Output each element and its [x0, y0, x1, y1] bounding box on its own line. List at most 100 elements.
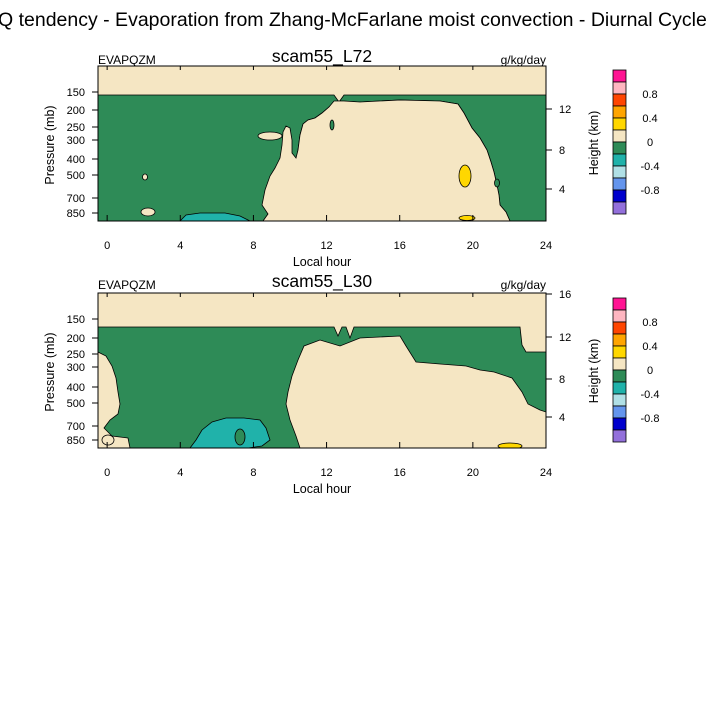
plot-frame-top: [97, 65, 547, 222]
right-tick-label: 8: [559, 145, 565, 157]
colorbar-bottom: 0.8 0.4 0 -0.4 -0.8: [612, 297, 660, 443]
y-tick-label: 300: [67, 135, 85, 147]
colorbar-label: 0.8: [642, 89, 657, 101]
colorbar-swatch: [612, 129, 627, 143]
x-axis-label-bottom: Local hour: [293, 482, 351, 496]
colorbar-label: 0: [647, 365, 653, 377]
x-axis-label-top: Local hour: [293, 255, 351, 269]
x-tick-label: 12: [320, 240, 332, 252]
colorbar-swatch: [612, 189, 627, 203]
y-tick-label: 400: [67, 154, 85, 166]
region-positive-blob-top-3: [140, 207, 156, 217]
panel-title-bottom: scam55_L30: [272, 271, 372, 292]
region-negative-blob-top-3: [329, 119, 335, 131]
colorbar-label: 0.4: [642, 113, 657, 125]
colorbar-swatch: [612, 321, 627, 335]
colorbar-swatch: [612, 333, 627, 347]
right-tick-label: 4: [559, 184, 565, 196]
y-tick-label: 300: [67, 362, 85, 374]
y-tick-label: 500: [67, 170, 85, 182]
colorbar-swatch: [612, 165, 627, 179]
colorbar-label: 0: [647, 137, 653, 149]
right-axis-label-bottom: Height (km): [587, 339, 601, 404]
right-axis-label-top: Height (km): [587, 111, 601, 176]
x-tick-label: 8: [250, 240, 256, 252]
colorbar-swatch: [612, 417, 627, 431]
colorbar-swatch: [612, 309, 627, 323]
x-tick-label: 16: [394, 240, 406, 252]
colorbar-swatch: [612, 105, 627, 119]
colorbar-swatch: [612, 141, 627, 155]
x-tick-label: 4: [177, 467, 183, 479]
y-tick-label: 850: [67, 435, 85, 447]
colorbar-swatch: [612, 345, 627, 359]
colorbar-swatch: [612, 369, 627, 383]
x-tick-label: 0: [104, 240, 110, 252]
x-tick-label: 8: [250, 467, 256, 479]
right-string-bottom: g/kg/day: [501, 278, 546, 292]
right-tick-label: 4: [559, 412, 565, 424]
region-positive-blob-top-2: [142, 173, 148, 181]
colorbar-top: 0.8 0.4 0 -0.4 -0.8: [612, 69, 660, 215]
region-negative-blob-top-2: [494, 178, 500, 188]
x-tick-label: 4: [177, 240, 183, 252]
y-tick-label: 500: [67, 398, 85, 410]
region-negative-blob-top: [179, 212, 251, 221]
right-tick-label: 8: [559, 374, 565, 386]
x-tick-label: 0: [104, 467, 110, 479]
left-string-bottom: EVAPQZM: [98, 278, 156, 292]
colorbar-swatch: [612, 117, 627, 131]
panel-title-top: scam55_L72: [272, 46, 372, 67]
region-positive-blob-bottom: [101, 434, 115, 446]
figure-title: Q tendency - Evaporation from Zhang-McFa…: [0, 9, 707, 31]
colorbar-swatch: [612, 381, 627, 395]
x-tick-label: 12: [320, 467, 332, 479]
colorbar-label: -0.4: [641, 161, 660, 173]
colorbar-swatch: [612, 357, 627, 371]
y-tick-label: 850: [67, 208, 85, 220]
x-tick-label: 24: [540, 240, 552, 252]
colorbar-swatch: [612, 69, 627, 83]
right-tick-label: 12: [559, 332, 571, 344]
y-tick-label: 700: [67, 421, 85, 433]
x-tick-label: 24: [540, 467, 552, 479]
region-positive-mid-bottom: [497, 442, 523, 448]
colorbar-label: 0.4: [642, 341, 657, 353]
y-tick-label: 200: [67, 105, 85, 117]
panel-top: 0 4 8 12 16 20 241502002503004005007008501284 …: [43, 46, 601, 269]
colorbar-swatch: [612, 429, 627, 443]
y-axis-label-bottom: Pressure (mb): [43, 332, 57, 411]
colorbar-swatch: [612, 297, 627, 311]
colorbar-swatch: [612, 153, 627, 167]
region-positive-blob-top-1: [257, 131, 283, 141]
region-negative-blob-bottom: [234, 428, 246, 446]
region-negative-small-bottom: [98, 326, 546, 448]
region-negative-mid-bottom: [189, 417, 271, 448]
y-tick-label: 700: [67, 193, 85, 205]
colorbar-swatch: [612, 201, 627, 215]
colorbar-label: -0.4: [641, 389, 660, 401]
y-tick-label: 150: [67, 87, 85, 99]
y-tick-label: 200: [67, 333, 85, 345]
x-tick-label: 20: [467, 467, 479, 479]
colorbar-swatch: [612, 177, 627, 191]
plot-frame-bottom: [97, 292, 547, 449]
y-axis-label-top: Pressure (mb): [43, 105, 57, 184]
y-tick-label: 250: [67, 349, 85, 361]
right-tick-label: 16: [559, 289, 571, 301]
region-positive-mid-top: [458, 164, 472, 188]
y-tick-label: 400: [67, 382, 85, 394]
colorbar-label: -0.8: [641, 413, 660, 425]
colorbar-label: 0.8: [642, 317, 657, 329]
right-tick-label: 12: [559, 104, 571, 116]
colorbar-swatch: [612, 405, 627, 419]
x-tick-label: 16: [394, 467, 406, 479]
y-tick-label: 150: [67, 314, 85, 326]
left-string-top: EVAPQZM: [98, 53, 156, 67]
colorbar-label: -0.8: [641, 185, 660, 197]
y-tick-label: 250: [67, 122, 85, 134]
